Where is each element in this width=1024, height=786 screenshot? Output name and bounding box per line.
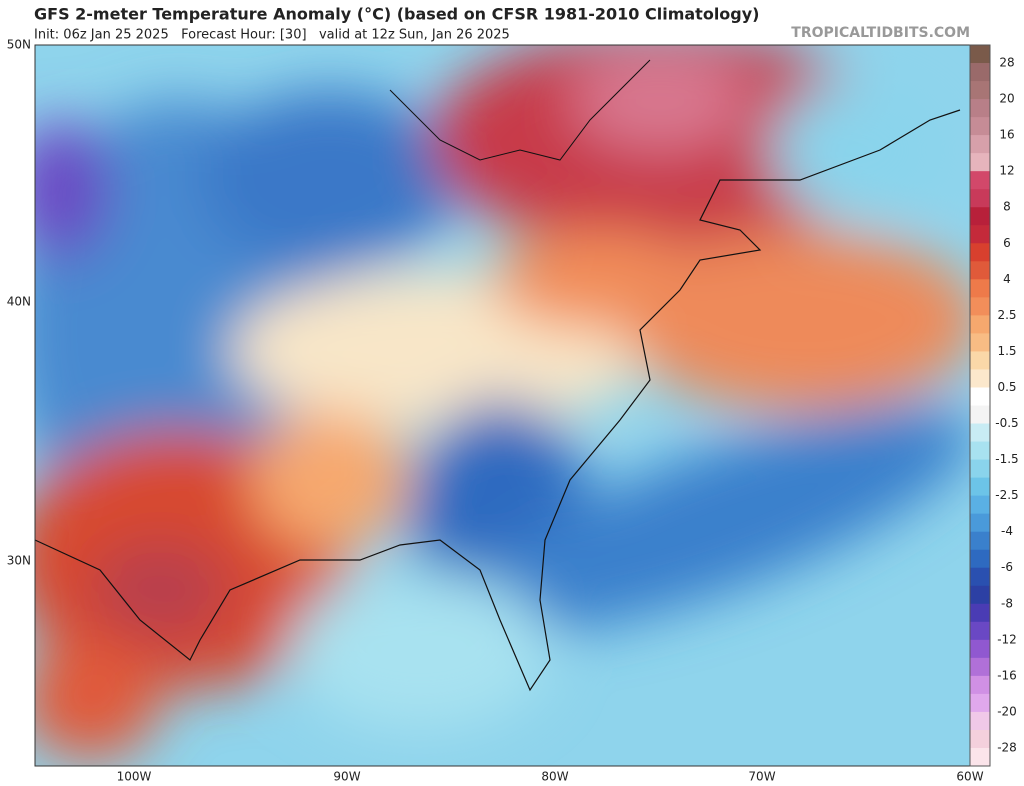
colorbar-swatch — [970, 189, 990, 208]
colorbar-swatch — [970, 45, 990, 64]
colorbar-swatch — [970, 81, 990, 100]
colorbar-swatch — [970, 369, 990, 388]
colorbar-swatch — [970, 225, 990, 244]
colorbar-label: 12 — [999, 164, 1014, 178]
colorbar-label: -1.5 — [995, 452, 1018, 466]
colorbar-swatch — [970, 351, 990, 370]
colorbar-swatch — [970, 405, 990, 425]
colorbar-swatch — [970, 135, 990, 154]
colorbar-swatch — [970, 297, 990, 316]
colorbar-swatch — [970, 459, 990, 479]
colorbar-label: -2.5 — [995, 488, 1018, 502]
colorbar-swatch — [970, 171, 990, 190]
colorbar-swatch — [970, 603, 990, 623]
colorbar-label: 1.5 — [997, 344, 1016, 358]
colorbar-swatch — [970, 531, 990, 551]
colorbar-swatch — [970, 243, 990, 262]
colorbar-label: 0.5 — [997, 380, 1016, 394]
colorbar-swatch — [970, 441, 990, 461]
lat-label: 30N — [7, 554, 31, 568]
colorbar-swatch — [970, 207, 990, 226]
colorbar-swatch — [970, 711, 990, 731]
lon-label: 80W — [541, 770, 568, 784]
colorbar-swatch — [970, 279, 990, 298]
colorbar-label: -0.5 — [995, 416, 1018, 430]
colorbar-swatch — [970, 423, 990, 443]
colorbar-swatch — [970, 729, 990, 749]
colorbar-label: -12 — [997, 632, 1017, 646]
colorbar-swatch — [970, 153, 990, 172]
colorbar-swatch — [970, 549, 990, 569]
lon-label: 60W — [956, 770, 983, 784]
lon-label: 90W — [333, 770, 360, 784]
colorbar-swatch — [970, 657, 990, 677]
colorbar-label: 4 — [1003, 272, 1011, 286]
colorbar-swatch — [970, 333, 990, 352]
colorbar-label: 16 — [999, 128, 1014, 142]
colorbar-label: -8 — [1001, 596, 1013, 610]
colorbar-swatch — [970, 513, 990, 533]
colorbar-swatch — [970, 675, 990, 695]
subtitle: Init: 06z Jan 25 2025 Forecast Hour: [30… — [34, 28, 510, 43]
colorbar-swatch — [970, 99, 990, 118]
colorbar-label: -20 — [997, 704, 1017, 718]
colorbar-label: 20 — [999, 92, 1014, 106]
colorbar-swatch — [970, 387, 990, 406]
lon-label: 100W — [117, 770, 152, 784]
site-name: TROPICALTIDBITS.COM — [791, 25, 970, 41]
map-field — [35, 45, 970, 766]
colorbar-label: 6 — [1003, 236, 1011, 250]
colorbar-frame — [969, 44, 991, 767]
lat-label: 40N — [7, 295, 31, 309]
colorbar-label: -28 — [997, 740, 1017, 754]
colorbar-swatch — [970, 567, 990, 587]
colorbar-swatch — [970, 477, 990, 497]
colorbar-label: 8 — [1003, 200, 1011, 214]
colorbar-label: 2.5 — [997, 308, 1016, 322]
colorbar-swatch — [970, 63, 990, 82]
colorbar-swatch — [970, 621, 990, 641]
colorbar-label: -6 — [1001, 560, 1013, 574]
colorbar-swatch — [970, 585, 990, 605]
lat-label: 50N — [7, 38, 31, 52]
colorbar-label: -16 — [997, 668, 1017, 682]
colorbar-swatch — [970, 693, 990, 713]
colorbar-swatch — [970, 495, 990, 515]
colorbar-swatch — [970, 639, 990, 659]
colorbar-swatch — [970, 261, 990, 280]
colorbar-swatch — [970, 315, 990, 334]
colorbar-label: 28 — [999, 56, 1014, 70]
title: GFS 2-meter Temperature Anomaly (°C) (ba… — [34, 5, 760, 24]
colorbar-label: -4 — [1001, 524, 1013, 538]
colorbar-swatch — [970, 117, 990, 136]
colorbar-swatch — [970, 747, 990, 767]
lon-label: 70W — [748, 770, 775, 784]
